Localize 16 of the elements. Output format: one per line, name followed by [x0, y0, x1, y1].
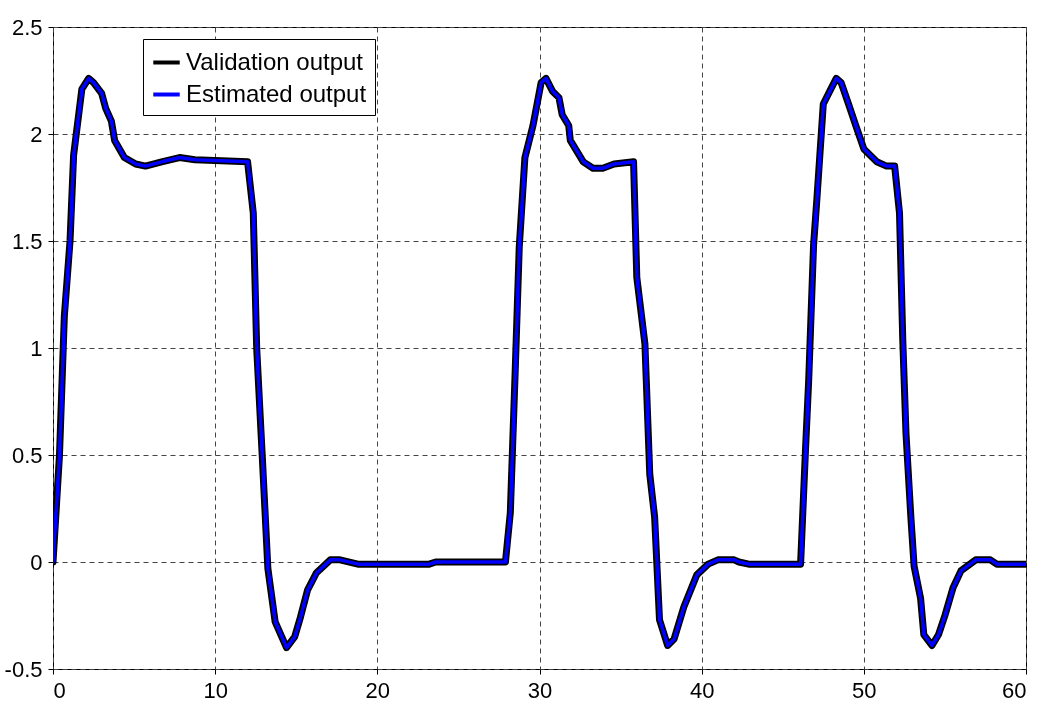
y-tick-label: -0.5	[4, 656, 43, 682]
x-tick-label: 10	[203, 677, 228, 703]
x-tick-label: 50	[852, 677, 877, 703]
legend-label: Validation output	[186, 47, 364, 75]
y-tick-label: 0	[30, 549, 43, 575]
y-tick-label: 1.5	[11, 228, 43, 254]
y-tick-label: 1	[30, 335, 43, 361]
y-tick-label: 0.5	[11, 442, 43, 468]
x-tick-label: 30	[527, 677, 553, 703]
x-tick-label: 60	[1002, 677, 1027, 703]
x-tick-label: 40	[689, 677, 715, 703]
x-tick-label: 0	[53, 677, 66, 703]
legend-label: Estimated output	[186, 79, 367, 107]
y-tick-label: 2.5	[11, 14, 43, 40]
x-tick-label: 20	[365, 677, 391, 703]
y-tick-label: 2	[30, 121, 43, 147]
